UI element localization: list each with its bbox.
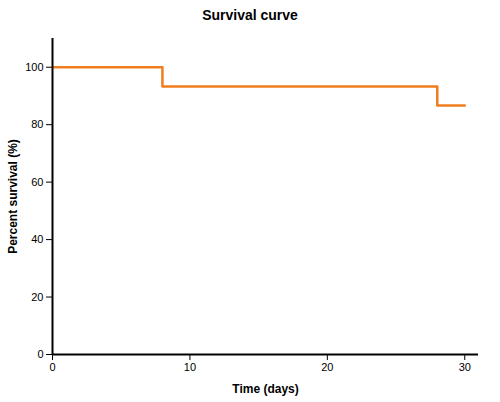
svg-text:20: 20 xyxy=(321,361,333,373)
svg-text:Percent survival (%): Percent survival (%) xyxy=(6,139,20,254)
svg-text:30: 30 xyxy=(459,361,471,373)
svg-text:10: 10 xyxy=(184,361,196,373)
svg-text:80: 80 xyxy=(31,118,43,130)
svg-text:100: 100 xyxy=(25,61,43,73)
svg-text:0: 0 xyxy=(37,348,43,360)
svg-text:20: 20 xyxy=(31,291,43,303)
svg-text:60: 60 xyxy=(31,176,43,188)
svg-text:Time (days): Time (days) xyxy=(232,382,298,396)
svg-text:0: 0 xyxy=(49,361,55,373)
svg-text:40: 40 xyxy=(31,233,43,245)
html-text:Survival curve: Survival curve xyxy=(202,7,298,23)
